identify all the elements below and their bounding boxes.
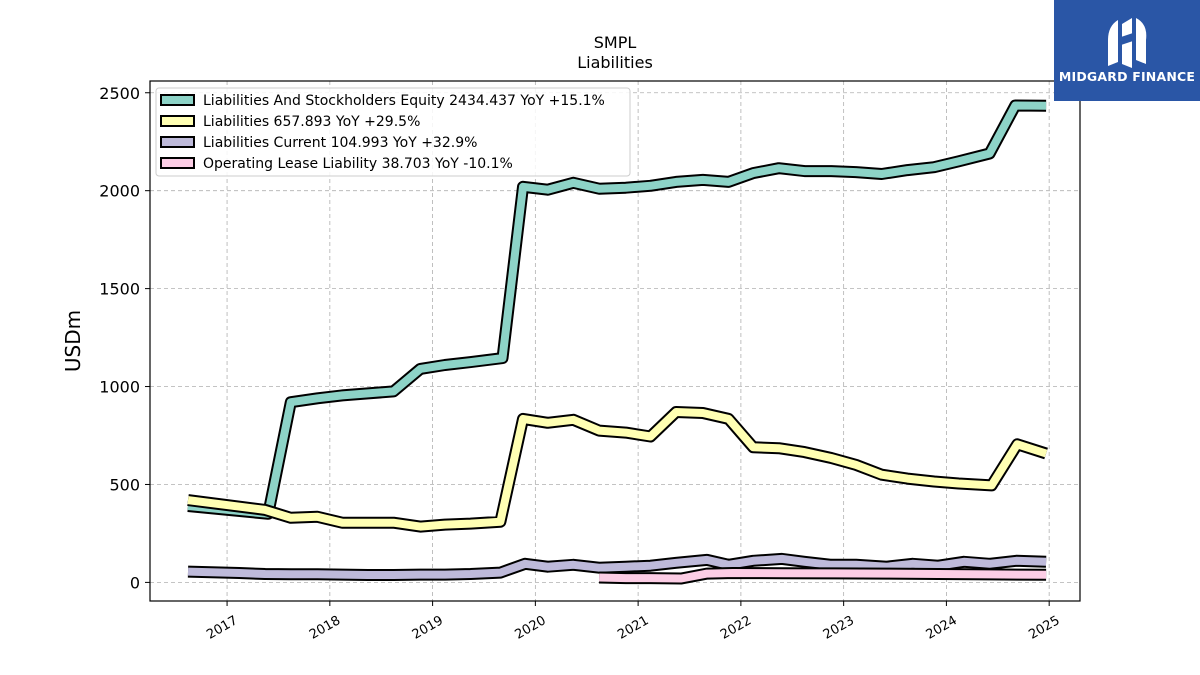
legend-entry-0: Liabilities And Stockholders Equity 2434… bbox=[203, 93, 605, 109]
chart-subtitle: Liabilities bbox=[577, 53, 653, 72]
legend-box bbox=[155, 87, 631, 177]
legend: Liabilities And Stockholders Equity 2434… bbox=[155, 87, 631, 177]
legend-swatch-3 bbox=[160, 157, 195, 169]
legend-swatch-1 bbox=[160, 115, 195, 127]
x-tick-label: 2024 bbox=[924, 613, 960, 643]
brand-mark-icon bbox=[1108, 18, 1147, 68]
x-tick-label: 2017 bbox=[204, 613, 240, 643]
series-0-line bbox=[187, 101, 1047, 518]
x-tick-label: 2020 bbox=[513, 613, 549, 643]
legend-entry-1: Liabilities 657.893 YoY +29.5% bbox=[203, 114, 420, 130]
legend-entry-3: Operating Lease Liability 38.703 YoY -10… bbox=[203, 156, 513, 172]
series-1-line bbox=[187, 408, 1048, 531]
legend-entry-2: Liabilities Current 104.993 YoY +32.9% bbox=[203, 135, 477, 151]
series-2-line bbox=[187, 554, 1047, 579]
x-tick-label: 2018 bbox=[307, 613, 343, 643]
series-3-line bbox=[599, 569, 1047, 583]
legend-swatch-2 bbox=[160, 136, 195, 148]
series-lines bbox=[187, 99, 1048, 585]
y-tick-label: 2000 bbox=[99, 182, 140, 201]
brand-logo: MIDGARD FINANCE bbox=[1054, 0, 1200, 101]
y-tick-label: 0 bbox=[130, 573, 140, 592]
x-tick-label: 2023 bbox=[821, 613, 857, 643]
plot-area-frame bbox=[149, 80, 1081, 602]
y-tick-label: 1000 bbox=[99, 378, 140, 397]
brand-name: MIDGARD FINANCE bbox=[1058, 69, 1196, 84]
y-tick-label: 2500 bbox=[99, 84, 140, 103]
legend-swatch-0 bbox=[160, 94, 195, 106]
x-tick-label: 2021 bbox=[615, 613, 651, 643]
y-axis-label: USDm bbox=[61, 310, 85, 372]
x-tick-label: 2022 bbox=[718, 613, 754, 643]
x-tick-label: 2025 bbox=[1026, 613, 1062, 643]
y-tick-label: 1500 bbox=[99, 280, 140, 299]
y-tick-label: 500 bbox=[109, 475, 140, 494]
chart-title: SMPL bbox=[594, 33, 637, 52]
x-tick-label: 2019 bbox=[410, 613, 446, 643]
